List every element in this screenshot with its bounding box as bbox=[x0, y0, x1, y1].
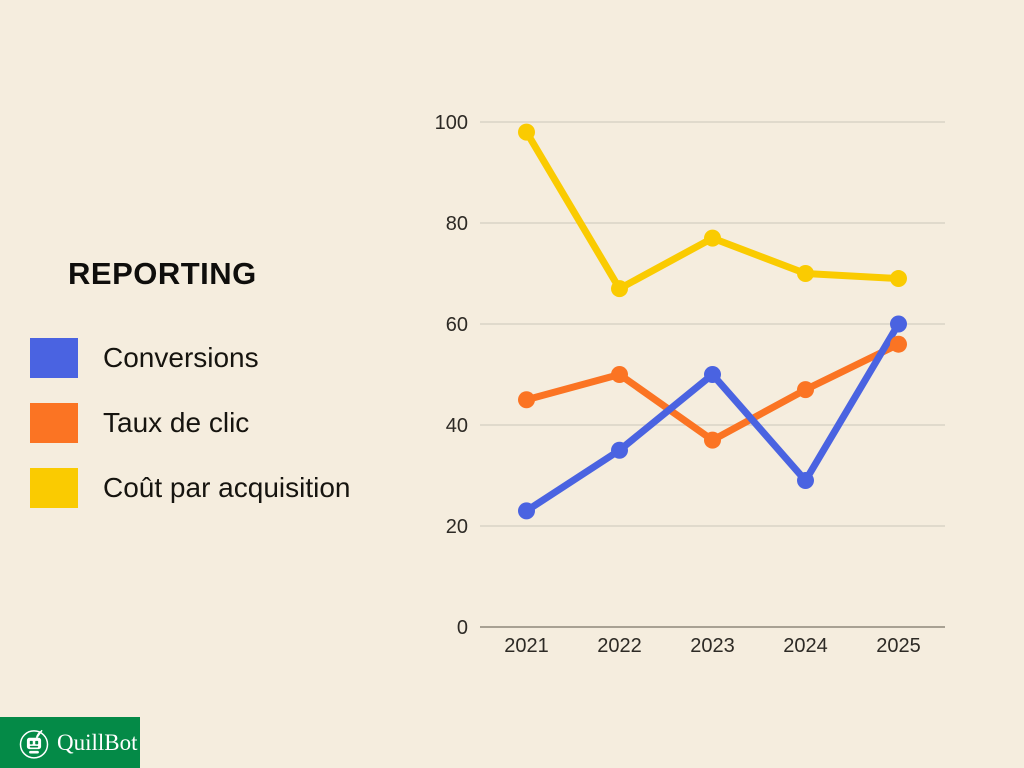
data-point-conversions-2021 bbox=[518, 502, 535, 520]
legend-item-conversions: Conversions bbox=[30, 338, 350, 378]
chart-legend: Conversions Taux de clic Coût par acquis… bbox=[30, 338, 350, 508]
legend-label-taux-de-clic: Taux de clic bbox=[103, 407, 250, 438]
data-point-taux-de-clic-2023 bbox=[704, 431, 721, 449]
y-tick-label: 40 bbox=[446, 415, 468, 437]
data-point-taux-de-clic-2025 bbox=[890, 335, 907, 353]
x-tick-label: 2022 bbox=[597, 635, 642, 657]
y-tick-label: 80 bbox=[446, 213, 468, 235]
legend-item-taux-de-clic: Taux de clic bbox=[30, 403, 350, 443]
y-tick-label: 100 bbox=[435, 112, 468, 134]
data-point-cout-par-acquisition-2022 bbox=[611, 280, 628, 298]
data-point-cout-par-acquisition-2023 bbox=[704, 229, 721, 247]
data-point-taux-de-clic-2024 bbox=[797, 381, 814, 399]
y-tick-label: 0 bbox=[457, 617, 468, 639]
legend-label-cout-par-acquisition: Coût par acquisition bbox=[103, 472, 351, 503]
y-tick-label: 60 bbox=[446, 314, 468, 336]
page-title: REPORTING bbox=[68, 256, 257, 291]
legend-swatch-conversions bbox=[30, 338, 78, 378]
brand-name: QuillBot bbox=[57, 729, 138, 755]
data-point-conversions-2023 bbox=[704, 366, 721, 383]
data-point-conversions-2025 bbox=[890, 315, 907, 333]
quillbot-robot-icon bbox=[19, 729, 49, 759]
legend-label-conversions: Conversions bbox=[103, 342, 259, 373]
data-point-conversions-2024 bbox=[797, 472, 814, 490]
series-line-conversions bbox=[523, 320, 902, 515]
legend-swatch-taux-de-clic bbox=[30, 403, 78, 443]
series-line-cout-par-acquisition bbox=[523, 128, 902, 293]
quillbot-watermark: QuillBot bbox=[0, 717, 140, 768]
x-tick-label: 2023 bbox=[690, 635, 735, 657]
legend-swatch-cout-par-acquisition bbox=[30, 468, 78, 508]
data-point-taux-de-clic-2021 bbox=[518, 391, 535, 409]
y-tick-label: 20 bbox=[446, 516, 468, 538]
series-line-taux-de-clic bbox=[523, 340, 902, 444]
x-tick-label: 2021 bbox=[504, 635, 549, 657]
x-tick-label: 2024 bbox=[783, 635, 828, 657]
data-point-taux-de-clic-2022 bbox=[611, 366, 628, 383]
data-point-conversions-2022 bbox=[611, 441, 628, 459]
data-point-cout-par-acquisition-2025 bbox=[890, 270, 907, 288]
data-point-cout-par-acquisition-2021 bbox=[518, 123, 535, 141]
x-tick-label: 2025 bbox=[876, 635, 921, 657]
legend-item-cout-par-acquisition: Coût par acquisition bbox=[30, 468, 350, 508]
data-point-cout-par-acquisition-2024 bbox=[797, 265, 814, 282]
